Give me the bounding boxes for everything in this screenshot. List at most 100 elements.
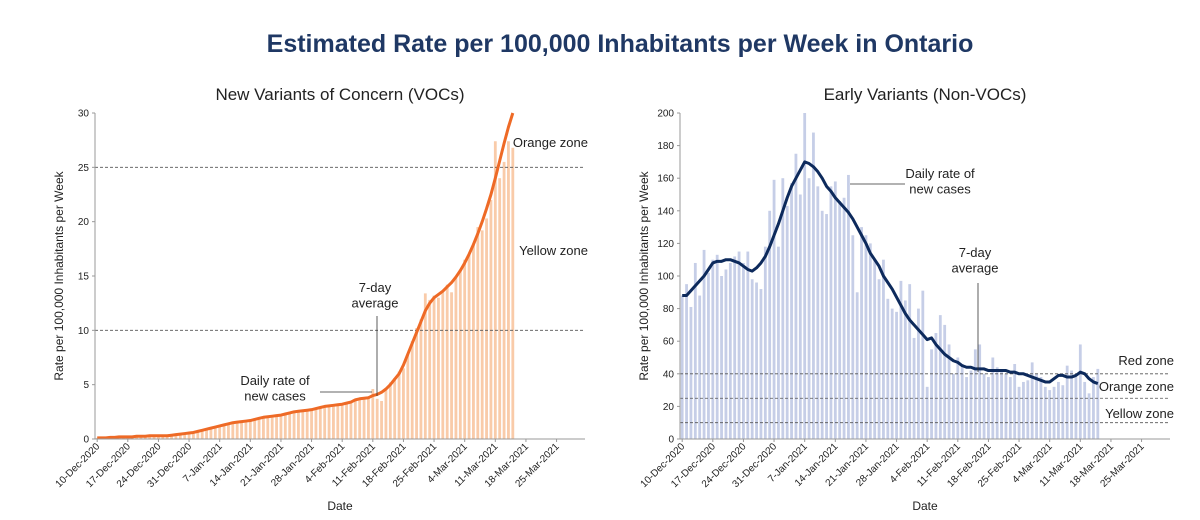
bar [724, 269, 728, 439]
y-tick-label: 30 [78, 109, 90, 120]
bar [711, 259, 715, 439]
bar [777, 246, 780, 439]
y-tick-label: 180 [657, 141, 674, 152]
bar [213, 425, 217, 439]
bar [467, 254, 471, 439]
bar [314, 407, 318, 439]
bar [270, 416, 274, 439]
bar [502, 161, 506, 439]
chart-subtitle: New Variants of Concern (VOCs) [215, 85, 464, 104]
y-tick-label: 140 [657, 206, 674, 217]
bar [938, 315, 942, 439]
bar [288, 411, 292, 439]
bar [886, 298, 890, 439]
line [97, 112, 515, 440]
bar [244, 420, 248, 439]
bar [829, 186, 833, 439]
bar [275, 415, 278, 439]
bar [825, 214, 828, 439]
bar [842, 197, 846, 439]
bar [192, 433, 195, 439]
bar [746, 251, 750, 439]
bar [895, 311, 898, 439]
y-tick-label: 15 [78, 272, 90, 283]
bar [437, 297, 440, 439]
bar [833, 181, 837, 439]
bar [847, 174, 850, 439]
bar [1008, 377, 1012, 439]
bar [375, 398, 379, 439]
bar [511, 147, 515, 440]
bar [899, 280, 903, 439]
bar [693, 262, 697, 439]
bar [772, 179, 776, 439]
y-tick-label: 100 [657, 272, 674, 283]
bar [715, 254, 719, 439]
bar [1087, 393, 1091, 439]
bar [362, 397, 366, 439]
bar [240, 421, 243, 439]
bar [472, 243, 475, 439]
bar [174, 434, 178, 439]
y-tick-label: 20 [78, 217, 90, 228]
bar [410, 341, 414, 439]
zone-label: Yellow zone [1105, 406, 1174, 421]
y-axis-title: Rate per 100,000 Inhabitants per Week [637, 170, 651, 380]
bar [485, 218, 488, 439]
zone-label: Yellow zone [519, 243, 588, 258]
zone-label: Orange zone [1099, 379, 1174, 394]
bar [812, 132, 815, 439]
bar [227, 424, 230, 439]
bar [851, 235, 855, 439]
zone-label: Orange zone [513, 135, 588, 150]
bar [305, 409, 309, 439]
bar [978, 344, 982, 439]
bar [798, 194, 802, 439]
bar [323, 406, 327, 439]
bar [1017, 386, 1021, 439]
bar [720, 276, 723, 439]
bar [345, 403, 348, 439]
bar [1048, 390, 1052, 439]
bar [1057, 381, 1060, 439]
bar [480, 230, 484, 439]
bar [803, 113, 807, 439]
bar [807, 178, 811, 439]
bar [1043, 386, 1047, 439]
x-axis-title: Date [912, 499, 938, 513]
bar [816, 186, 820, 439]
bar [973, 349, 977, 439]
bar [450, 292, 453, 439]
bar [689, 306, 693, 439]
bar [742, 262, 745, 439]
bar [917, 308, 920, 439]
y-axis-title: Rate per 100,000 Inhabitants per Week [52, 170, 66, 380]
bar [235, 421, 239, 439]
bar [493, 141, 497, 439]
bar [882, 259, 885, 439]
bar [908, 284, 912, 439]
bar [755, 282, 758, 439]
annotation: 7-day average [352, 280, 399, 311]
bar [297, 410, 300, 439]
bar [698, 295, 702, 439]
bar [205, 429, 208, 439]
bar [868, 243, 872, 439]
bar [187, 432, 191, 439]
bar [855, 292, 859, 439]
bar [1078, 344, 1082, 439]
bar [489, 199, 493, 439]
bar [930, 349, 933, 439]
bar [702, 249, 706, 439]
bar [707, 272, 710, 439]
bar [733, 256, 737, 439]
bar [279, 415, 283, 439]
y-tick-label: 10 [78, 326, 90, 337]
y-tick-label: 5 [83, 380, 89, 391]
y-tick-label: 80 [663, 304, 675, 315]
bar [310, 409, 313, 439]
bar [358, 398, 362, 439]
bar [685, 284, 688, 439]
bar [423, 293, 427, 439]
y-tick-label: 25 [78, 163, 90, 174]
